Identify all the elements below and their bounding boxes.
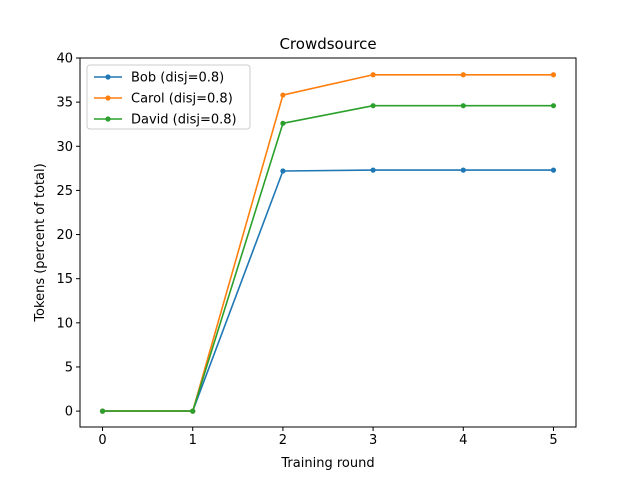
x-axis-label: Training round (280, 456, 374, 471)
y-tick-label: 15 (56, 272, 73, 287)
legend-label: Carol (disj=0.8) (131, 92, 233, 107)
data-point-david (370, 103, 376, 109)
legend-box (86, 64, 251, 130)
legend-marker (105, 116, 111, 122)
data-point-david (550, 103, 557, 109)
y-tick-label: 0 (65, 405, 73, 420)
x-tick-label: 4 (459, 433, 467, 448)
data-point-david (99, 408, 106, 414)
legend-marker (105, 74, 111, 80)
legend-label: David (disj=0.8) (131, 113, 237, 128)
data-point-bob (460, 167, 466, 173)
data-point-carol (280, 92, 286, 98)
chart-title: Crowdsource (279, 35, 376, 53)
y-axis-label: Tokens (percent of total) (33, 163, 48, 322)
legend: Bob (disj=0.8) Carol (disj=0.8) David (dis… (86, 64, 251, 130)
y-tick-label: 25 (56, 184, 73, 199)
series-layer (99, 72, 557, 414)
x-tick-label: 3 (369, 433, 377, 448)
y-tick-label: 35 (56, 96, 73, 111)
data-point-bob (280, 168, 286, 174)
data-point-bob (550, 167, 557, 173)
data-point-carol (370, 72, 376, 78)
x-tick-label: 2 (279, 433, 287, 448)
y-tick-label: 10 (56, 316, 73, 331)
data-point-david (460, 103, 466, 109)
legend-label: Bob (disj=0.8) (131, 71, 224, 86)
data-point-carol (460, 72, 466, 78)
y-axis: 0 5 10 15 20 25 30 35 40 (56, 52, 80, 420)
data-point-david (280, 120, 286, 126)
x-axis: 0 1 2 3 4 5 (98, 427, 558, 448)
x-tick-label: 1 (189, 433, 197, 448)
data-point-carol (550, 72, 557, 78)
y-tick-label: 40 (56, 52, 73, 67)
x-tick-label: 0 (98, 433, 106, 448)
data-point-david (190, 408, 196, 414)
legend-marker (105, 95, 111, 101)
y-tick-label: 30 (56, 140, 73, 155)
series-line-david (102, 104, 554, 412)
x-tick-label: 5 (549, 433, 557, 448)
y-tick-label: 20 (56, 228, 73, 243)
data-point-bob (370, 167, 376, 173)
y-tick-label: 5 (65, 360, 73, 375)
plot-frame (79, 57, 577, 428)
